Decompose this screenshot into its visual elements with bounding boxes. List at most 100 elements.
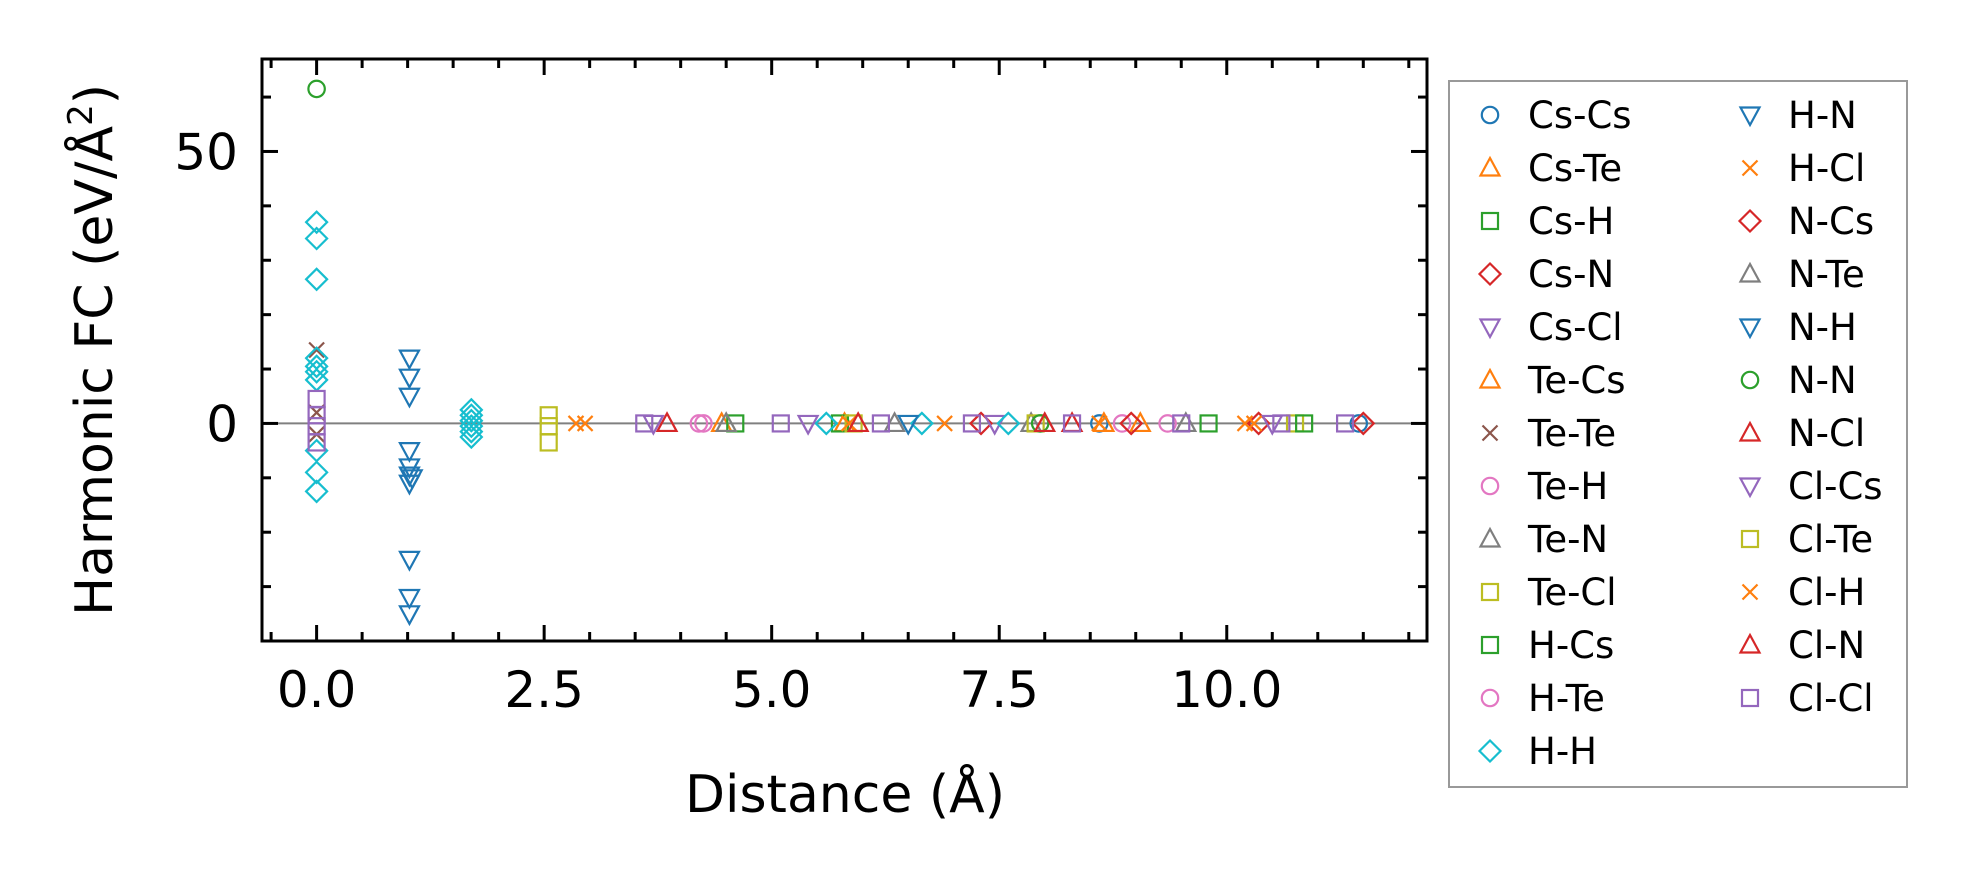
point-h-n [398,588,421,610]
x-tick-label: 10.0 [1171,661,1282,719]
point-h-cs [1295,414,1314,433]
legend-label-n-cs: N-Cs [1788,200,1874,243]
y-tick-label: 0 [206,395,238,453]
legend-label-h-cs: H-Cs [1528,624,1614,667]
point-te-h [689,414,709,433]
legend-marker-cl-h [1741,583,1759,601]
point-cl-cs [1260,414,1284,436]
point-cl-cl [307,406,326,425]
point-h-h [304,359,329,384]
legend-marker-cs-te [1478,155,1502,177]
point-n-n [307,79,326,99]
point-cl-cl [635,414,654,433]
legend-label-n-te: N-Te [1788,253,1865,296]
point-te-cs [1128,411,1152,433]
point-h-te [1158,414,1177,433]
data-points [304,79,1376,627]
point-cl-h [1091,415,1108,432]
point-cl-cs [796,414,820,436]
point-n-h [400,469,424,491]
legend-marker-te-n [1478,526,1502,548]
y-axis-title-end: ) [65,84,125,104]
x-tick-label: 2.5 [504,661,584,719]
point-cl-cl [771,414,790,433]
legend-marker-h-cl [1741,159,1759,177]
legend-marker-cs-h [1480,211,1500,231]
point-h-h [304,226,329,251]
legend-marker-te-cs [1478,367,1502,389]
x-tick-label: 0.0 [277,661,357,719]
legend-marker-n-cs [1737,208,1763,234]
point-cl-te [539,433,558,452]
legend-label-cs-te: Cs-Te [1528,147,1622,190]
plot-frame [260,57,1429,643]
legend-marker-h-te [1480,688,1500,708]
point-te-n [714,411,738,433]
legend-label-h-te: H-Te [1528,677,1605,720]
legend-marker-cl-te [1740,529,1760,549]
legend-marker-te-te [1481,424,1499,442]
legend-marker-n-h [1738,318,1762,340]
legend-marker-h-h [1477,738,1503,764]
legend-label-cs-h: Cs-H [1528,200,1614,243]
point-n-cs [1351,411,1376,436]
point-cs-cs [1349,414,1369,433]
legend-marker-cs-cs [1480,105,1500,125]
plot-background [262,59,1427,641]
legend-label-te-cs: Te-Cs [1527,359,1626,402]
point-cs-h [1199,414,1218,433]
point-h-h [304,267,329,292]
point-h-n [398,442,421,463]
point-te-h [1112,414,1132,433]
legend-marker-cl-cl [1740,688,1760,708]
point-h-n [398,349,421,371]
legend-label-cs-cl: Cs-Cl [1528,306,1623,349]
x-tick-labels: 0.0 2.5 5.0 7.5 10.0 [277,661,1283,719]
point-h-h [459,408,484,433]
legend-frame [1448,80,1908,788]
point-h-h [304,479,329,504]
point-h-h [459,419,484,444]
legend-marker-n-cl [1738,420,1762,442]
y-tick-label: 50 [174,123,238,181]
legend-label-te-te: Te-Te [1527,412,1616,455]
point-cl-n [846,411,870,433]
point-cl-cl [1172,414,1191,433]
point-h-n [398,605,421,627]
point-h-n [398,387,421,409]
legend-label-cl-cl: Cl-Cl [1788,677,1874,720]
point-cl-cl [1272,414,1291,433]
legend-label-h-h: H-H [1528,730,1597,773]
point-cs-cl [642,414,665,436]
legend-label-te-h: Te-H [1527,465,1608,508]
legend-label-cs-cs: Cs-Cs [1528,94,1632,137]
legend-label-n-h: N-H [1788,306,1857,349]
point-h-h [304,354,329,379]
point-h-h [459,424,484,450]
legend-label-cl-te: Cl-Te [1788,518,1873,561]
x-tick-label: 5.0 [732,661,812,719]
legend-marker-h-cs [1480,635,1500,655]
legend-marker-cs-n [1477,261,1503,287]
point-cl-cl [1062,414,1082,433]
y-axis-title-superscript: 2 [61,104,101,126]
y-axis-title: Harmonic FC (eV/Å2) [61,84,125,616]
point-h-n [398,550,421,572]
point-cl-n [1033,411,1057,433]
point-h-h [996,411,1021,436]
point-te-te [308,341,325,359]
legend-label-n-n: N-N [1788,359,1857,402]
legend-label-h-n: H-N [1788,94,1857,137]
point-h-h [304,210,329,235]
legend-marker-te-cl [1480,582,1500,602]
x-axis-title: Distance (Å) [685,763,1005,825]
point-n-cl [655,411,679,433]
point-cl-te [539,406,558,425]
legend-label-te-n: Te-N [1527,518,1608,561]
legend: Cs-Cs Cs-Te Cs-H Cs-N Cs-Cl Te-Cs Te-Te Te-H Te-… [1448,80,1908,788]
point-h-h [459,414,484,439]
point-h-cl [936,415,953,432]
legend-label-cl-cs: Cl-Cs [1788,465,1883,508]
y-axis-title-main: Harmonic FC (eV/Å [63,125,125,616]
